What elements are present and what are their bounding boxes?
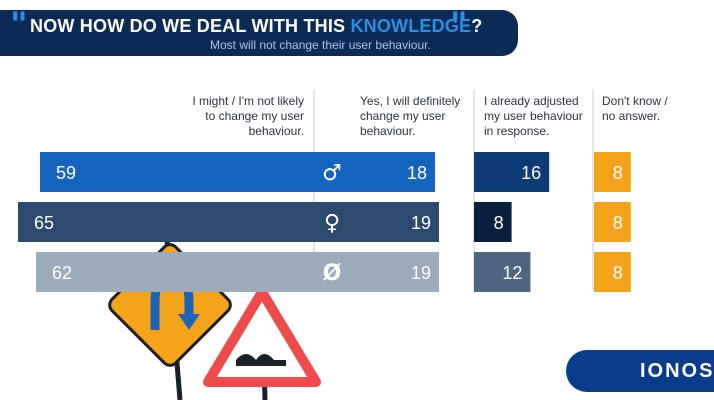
page-subtitle: Most will not change their user behaviou… — [210, 38, 431, 52]
bar-adjusted — [474, 252, 531, 292]
category-tile — [314, 252, 350, 292]
title-banner — [0, 10, 518, 56]
column-header-definitely: Yes, I will definitely change my user be… — [360, 94, 461, 138]
data-label-definitely: 19 — [411, 213, 431, 233]
title-text: NOW HOW DO WE DEAL WITH THIS — [30, 16, 351, 36]
bar-definitely — [350, 252, 439, 292]
bar-might-female — [18, 202, 314, 242]
male-icon: ♂ — [322, 161, 342, 186]
close-quote-icon: " — [450, 5, 468, 45]
bar-dont-know — [594, 252, 631, 292]
bump-icon — [236, 354, 286, 366]
column-header-dont-know: Don't know / no answer. — [602, 94, 668, 123]
data-label-definitely: 19 — [411, 263, 431, 283]
bar-adjusted — [474, 152, 550, 192]
brand-logo: IONOS — [640, 360, 714, 382]
page-title: NOW HOW DO WE DEAL WITH THIS KNOWLEDGE? — [30, 16, 482, 37]
category-tile — [314, 152, 350, 192]
logo-band — [566, 350, 714, 392]
column-header-adjusted: I already adjusted my user behaviour in … — [484, 94, 583, 138]
data-label-might: 62 — [52, 263, 72, 283]
u-turn-arrowhead — [178, 314, 200, 330]
bar-might-male — [40, 152, 314, 192]
data-label-might: 65 — [34, 213, 54, 233]
bar-adjusted — [474, 202, 512, 242]
bar-definitely — [350, 202, 439, 242]
female-icon: ♀ — [324, 211, 340, 236]
data-label-dont-know: 8 — [613, 263, 623, 283]
column-header-might: I might / I'm not likely to change my us… — [192, 94, 304, 138]
data-label-dont-know: 8 — [613, 163, 623, 183]
open-quote-icon: " — [10, 5, 28, 45]
category-tile — [314, 202, 350, 242]
data-label-adjusted: 12 — [502, 263, 522, 283]
bump-warning-sign — [203, 287, 321, 387]
title-question-mark: ? — [471, 16, 483, 36]
no-answer-icon: Ø — [323, 261, 342, 286]
data-label-adjusted: 8 — [494, 213, 504, 233]
data-label-definitely: 18 — [407, 163, 427, 183]
bar-dont-know — [594, 152, 631, 192]
bar-dont-know — [594, 202, 631, 242]
title-highlight: KNOWLEDGE — [350, 16, 472, 36]
column-divider — [592, 90, 594, 290]
data-label-might: 59 — [56, 163, 76, 183]
bar-might-no-answer — [36, 252, 314, 292]
data-label-adjusted: 16 — [521, 163, 541, 183]
bar-definitely — [350, 152, 435, 192]
data-label-dont-know: 8 — [613, 213, 623, 233]
